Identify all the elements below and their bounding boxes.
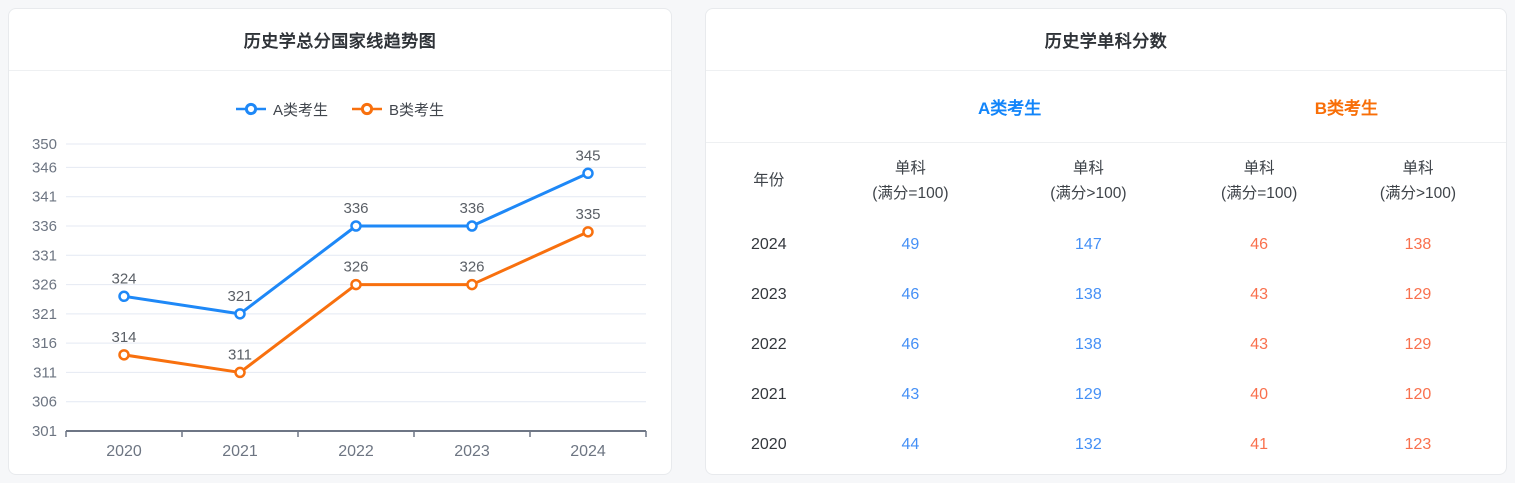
- svg-text:321: 321: [32, 306, 57, 323]
- col-header: 单科 (满分>100): [1050, 160, 1127, 202]
- score-cell: 138: [1075, 336, 1102, 353]
- score-cell: 147: [1075, 236, 1102, 253]
- data-point-label: 321: [227, 288, 252, 305]
- group-header-b: B类考生: [1314, 99, 1378, 118]
- table-group-header-row: A类考生 B类考生: [706, 71, 1506, 143]
- score-cell: 41: [1250, 436, 1269, 453]
- data-point-label: 326: [459, 259, 484, 276]
- data-point: [350, 220, 362, 232]
- svg-text:341: 341: [32, 189, 57, 206]
- svg-text:2020: 2020: [106, 443, 142, 460]
- legend-item-b[interactable]: B类考生: [352, 99, 444, 120]
- data-point-label: 326: [343, 259, 368, 276]
- table-body: 2024 49 147 46 138 2023 46 138 43 129 2022 46 138 43 1…: [706, 220, 1506, 476]
- svg-text:2024: 2024: [570, 443, 606, 460]
- data-point: [234, 308, 246, 320]
- data-point: [350, 278, 362, 291]
- score-cell: 129: [1075, 386, 1102, 403]
- data-point-label: 336: [459, 200, 484, 217]
- table-row: 2020 44 132 41 123: [706, 420, 1506, 470]
- score-cell: 40: [1250, 386, 1269, 403]
- data-point-label: 311: [228, 346, 252, 363]
- chart-legend: A类考生 B类考生: [9, 97, 671, 121]
- year-cell: 2022: [751, 336, 787, 353]
- score-cell: 43: [901, 386, 920, 403]
- col-header-year: 年份: [753, 172, 785, 190]
- score-cell: 132: [1075, 436, 1102, 453]
- data-point: [582, 226, 594, 238]
- svg-text:336: 336: [32, 218, 57, 235]
- group-header-a: A类考生: [977, 99, 1042, 118]
- svg-text:2021: 2021: [222, 443, 258, 460]
- svg-text:316: 316: [32, 335, 57, 352]
- legend-label: B类考生: [389, 101, 445, 119]
- score-cell: 49: [901, 236, 920, 253]
- table-row: 2024 49 147 46 138: [706, 220, 1506, 270]
- score-cell: 138: [1075, 286, 1102, 303]
- year-cell: 2024: [751, 236, 787, 253]
- table-row: 2023 46 138 43 129: [706, 270, 1506, 320]
- score-cell: 138: [1404, 236, 1432, 253]
- data-point-label: 314: [111, 329, 136, 346]
- svg-text:2023: 2023: [454, 443, 490, 460]
- col-header: 单科 (满分=100): [1221, 160, 1298, 202]
- svg-text:306: 306: [32, 394, 57, 411]
- data-point: [118, 290, 130, 303]
- score-cell: 44: [901, 436, 920, 453]
- data-point-label: 336: [343, 200, 368, 217]
- score-cell: 129: [1404, 336, 1432, 353]
- table-title: 历史学单科分数: [706, 9, 1506, 71]
- data-point-label: 345: [575, 147, 600, 164]
- data-point: [234, 366, 246, 379]
- score-cell: 43: [1250, 286, 1269, 303]
- svg-text:2022: 2022: [338, 443, 374, 460]
- trend-line-chart: 301 306 311 316 321 326 331 336 341 346 350 2020 202…: [32, 136, 647, 460]
- table-row: 2021 43 129 40 120: [706, 370, 1506, 420]
- svg-text:346: 346: [32, 159, 57, 176]
- svg-text:326: 326: [32, 277, 57, 294]
- score-cell: 123: [1404, 436, 1432, 453]
- data-point-label: 335: [575, 206, 600, 223]
- col-header: 单科 (满分>100): [1379, 160, 1457, 202]
- col-header: 单科 (满分=100): [872, 160, 949, 202]
- data-point: [582, 167, 594, 180]
- score-cell: 46: [1250, 236, 1269, 253]
- chart-title: 历史学总分国家线趋势图: [9, 9, 671, 71]
- legend-item-a[interactable]: A类考生: [235, 99, 328, 120]
- score-cell: 46: [901, 336, 920, 353]
- year-cell: 2023: [751, 286, 787, 303]
- trend-chart-panel: 历史学总分国家线趋势图 A类考生 B类考生 301 306 311 316 321 326 3…: [8, 8, 672, 475]
- score-cell: 43: [1250, 336, 1269, 353]
- year-cell: 2021: [751, 386, 787, 403]
- score-cell: 46: [901, 286, 920, 303]
- score-cell: 120: [1404, 386, 1432, 403]
- data-point: [466, 278, 478, 291]
- legend-label: A类考生: [272, 101, 328, 119]
- data-point: [118, 349, 130, 361]
- year-cell: 2020: [751, 436, 787, 453]
- legend-line-marker-icon: [352, 102, 382, 116]
- svg-text:350: 350: [32, 136, 57, 153]
- svg-text:331: 331: [32, 247, 57, 264]
- data-point: [466, 220, 478, 232]
- score-cell: 129: [1404, 286, 1432, 303]
- table-column-header-row: 年份 单科 (满分=100) 单科 (满分>100) 单科 (满分=100) 单…: [706, 143, 1506, 220]
- svg-text:311: 311: [33, 364, 57, 381]
- score-table-panel: 历史学单科分数 A类考生 B类考生 年份 单科 (满分=100) 单科 (满分>…: [705, 8, 1507, 475]
- svg-text:301: 301: [32, 423, 57, 440]
- data-point-label: 324: [111, 270, 136, 287]
- table-row: 2022 46 138 43 129: [706, 320, 1506, 370]
- legend-line-marker-icon: [235, 102, 266, 116]
